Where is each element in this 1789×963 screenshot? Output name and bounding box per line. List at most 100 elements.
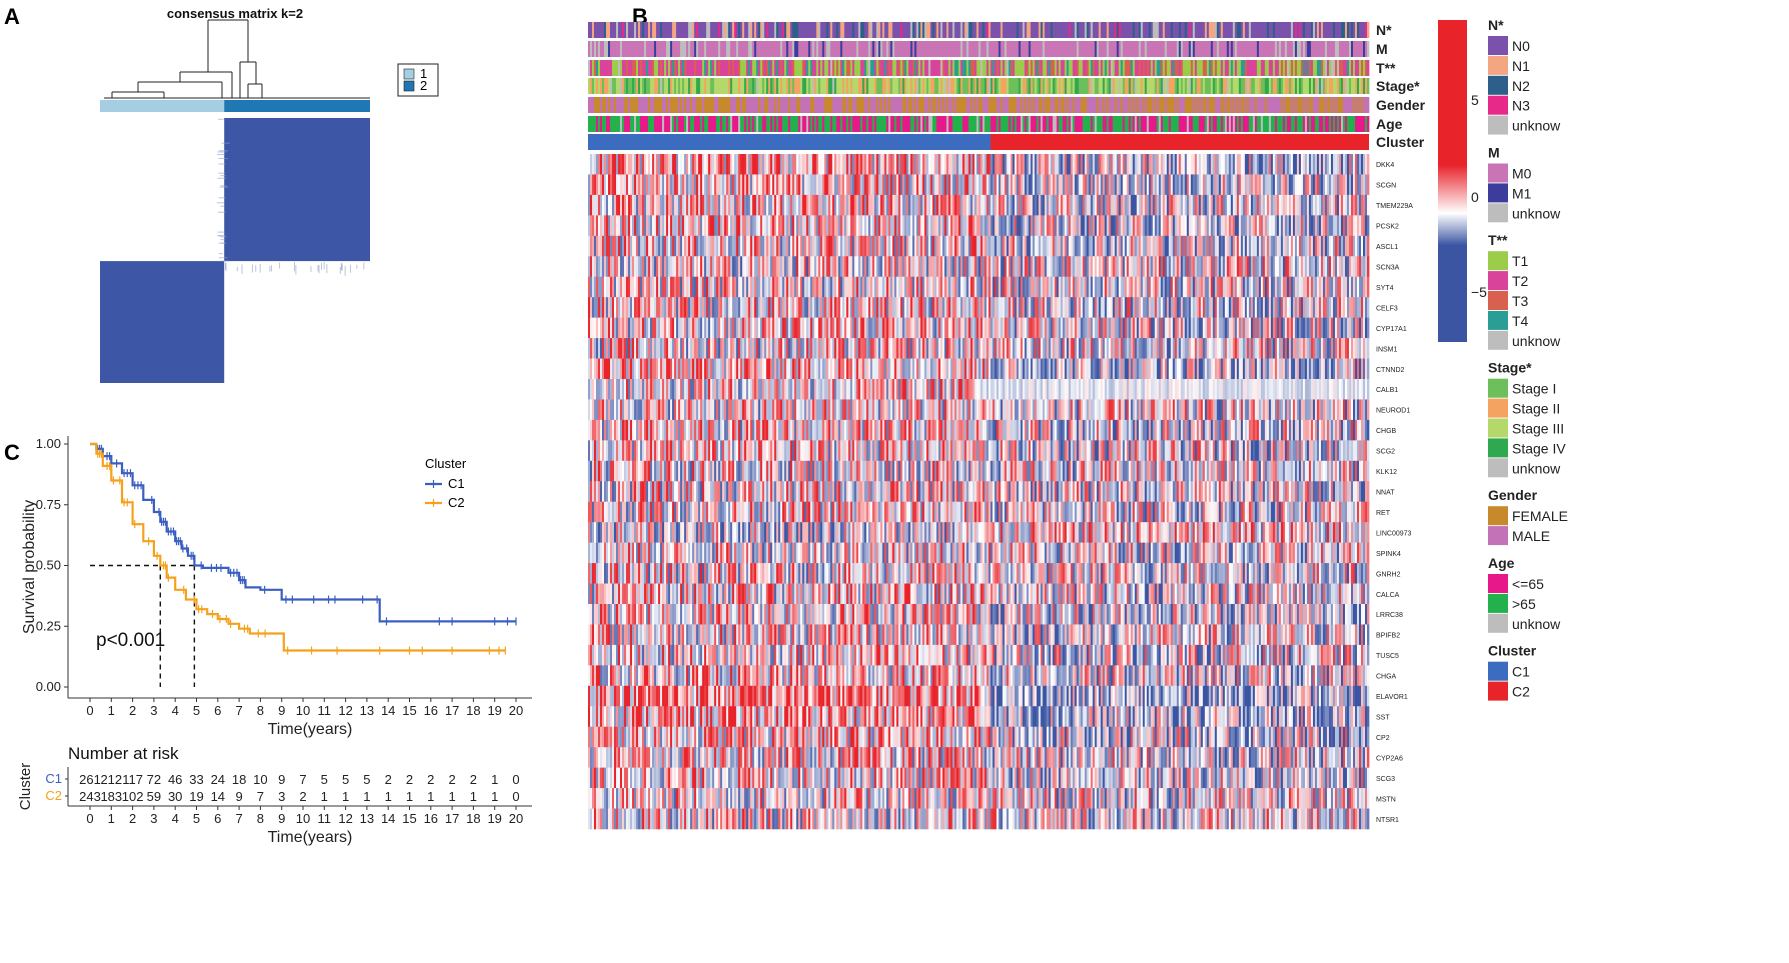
heatmap-cell [792,276,795,298]
annotation-cell [1336,97,1340,113]
heatmap-cell [1036,194,1039,216]
annotation-cell [908,41,911,57]
annotation-cell [1166,22,1170,38]
matrix-edge [317,264,319,272]
heatmap-cell [692,256,695,278]
heatmap-cell [1218,256,1222,278]
annotation-cell [688,78,691,94]
annotation-cell [708,22,711,38]
heatmap-cell [746,215,749,237]
heatmap-cell [856,256,859,278]
annotation-cell [686,116,689,132]
annotation-cell [1116,60,1120,76]
annotation-cell [1152,78,1156,94]
annotation-cell [828,116,831,132]
annotation-cell [1228,60,1232,76]
annotation-cell [884,41,887,57]
heatmap-cell [1292,174,1296,196]
annotation-cell [596,78,599,94]
heatmap-cell [886,194,889,216]
heatmap-cell [830,215,833,237]
heatmap-cell [710,256,713,278]
heatmap-cell [1094,235,1097,257]
heatmap-cell [988,194,991,216]
annotation-cell [754,22,757,38]
annotation-cell [1336,78,1340,94]
annotation-cell [1364,78,1368,94]
annotation-cell [1030,60,1033,76]
annotation-cell [824,116,827,132]
heatmap-cell [1136,174,1140,196]
annotation-cell [754,116,757,132]
heatmap-cell [1158,235,1162,257]
annotation-cell [1132,78,1136,94]
annotation-cell [1020,22,1023,38]
heatmap-cell [604,215,607,237]
heatmap-cell [1054,154,1057,175]
annotation-cell [772,97,775,113]
heatmap-cell [652,215,655,237]
annotation-cell [798,116,801,132]
heatmap-cell [1068,256,1071,278]
heatmap-cell [626,276,629,298]
annotation-cell [1270,116,1274,132]
cluster-bar-2 [224,100,370,112]
heatmap-cell [1064,154,1067,175]
heatmap-cell [864,256,867,278]
annotation-cell [874,78,877,94]
annotation-cell [1074,97,1077,113]
annotation-cell [846,22,849,38]
heatmap-cell [1084,174,1087,196]
annotation-cell [1360,41,1364,57]
heatmap-cell [760,154,763,175]
heatmap-cell [1338,194,1342,216]
annotation-cell [1352,41,1356,57]
annotation-cell [1180,78,1184,94]
heatmap-cell [1328,215,1332,237]
heatmap-cell [938,215,941,237]
annotation-cell [830,97,833,113]
matrix-edge [220,185,227,187]
heatmap-cell [722,256,725,278]
heatmap-cell [802,194,805,216]
heatmap-cell [1178,194,1182,216]
annotation-cell [1310,78,1314,94]
heatmap-cell [870,276,873,298]
heatmap-cell [606,174,609,196]
heatmap-cell [1268,194,1272,216]
heatmap-cell [1054,256,1057,278]
annotation-cell [976,41,979,57]
annotation-cell [1288,116,1292,132]
annotation-cell [1072,97,1075,113]
heatmap-cell [1240,174,1244,196]
heatmap-cell [1020,194,1023,216]
heatmap-cell [878,215,881,237]
heatmap-cell [784,256,787,278]
annotation-cell [722,116,725,132]
annotation-cell [1062,97,1065,113]
heatmap-cell [914,194,917,216]
heatmap-cell [1016,215,1019,237]
heatmap-cell [1274,256,1278,278]
annotation-cell [838,78,841,94]
heatmap-cell [1260,154,1264,175]
annotation-cell [1060,60,1063,76]
annotation-cell [902,60,905,76]
heatmap-cell [1018,174,1021,196]
annotation-cell [706,22,709,38]
annotation-cell [1166,41,1170,57]
annotation-cell [974,97,977,113]
heatmap-cell [898,194,901,216]
heatmap-cell [620,154,623,175]
annotation-cell [870,60,873,76]
annotation-cell [928,97,931,113]
heatmap-cell [978,154,981,175]
annotation-cell [996,116,999,132]
heatmap-cell [880,194,883,216]
annotation-cell [762,22,765,38]
annotation-cell [1034,97,1037,113]
heatmap-cell [728,235,731,257]
heatmap-cell [1228,256,1232,278]
annotation-cell [1070,60,1073,76]
heatmap-cell [1252,194,1256,216]
